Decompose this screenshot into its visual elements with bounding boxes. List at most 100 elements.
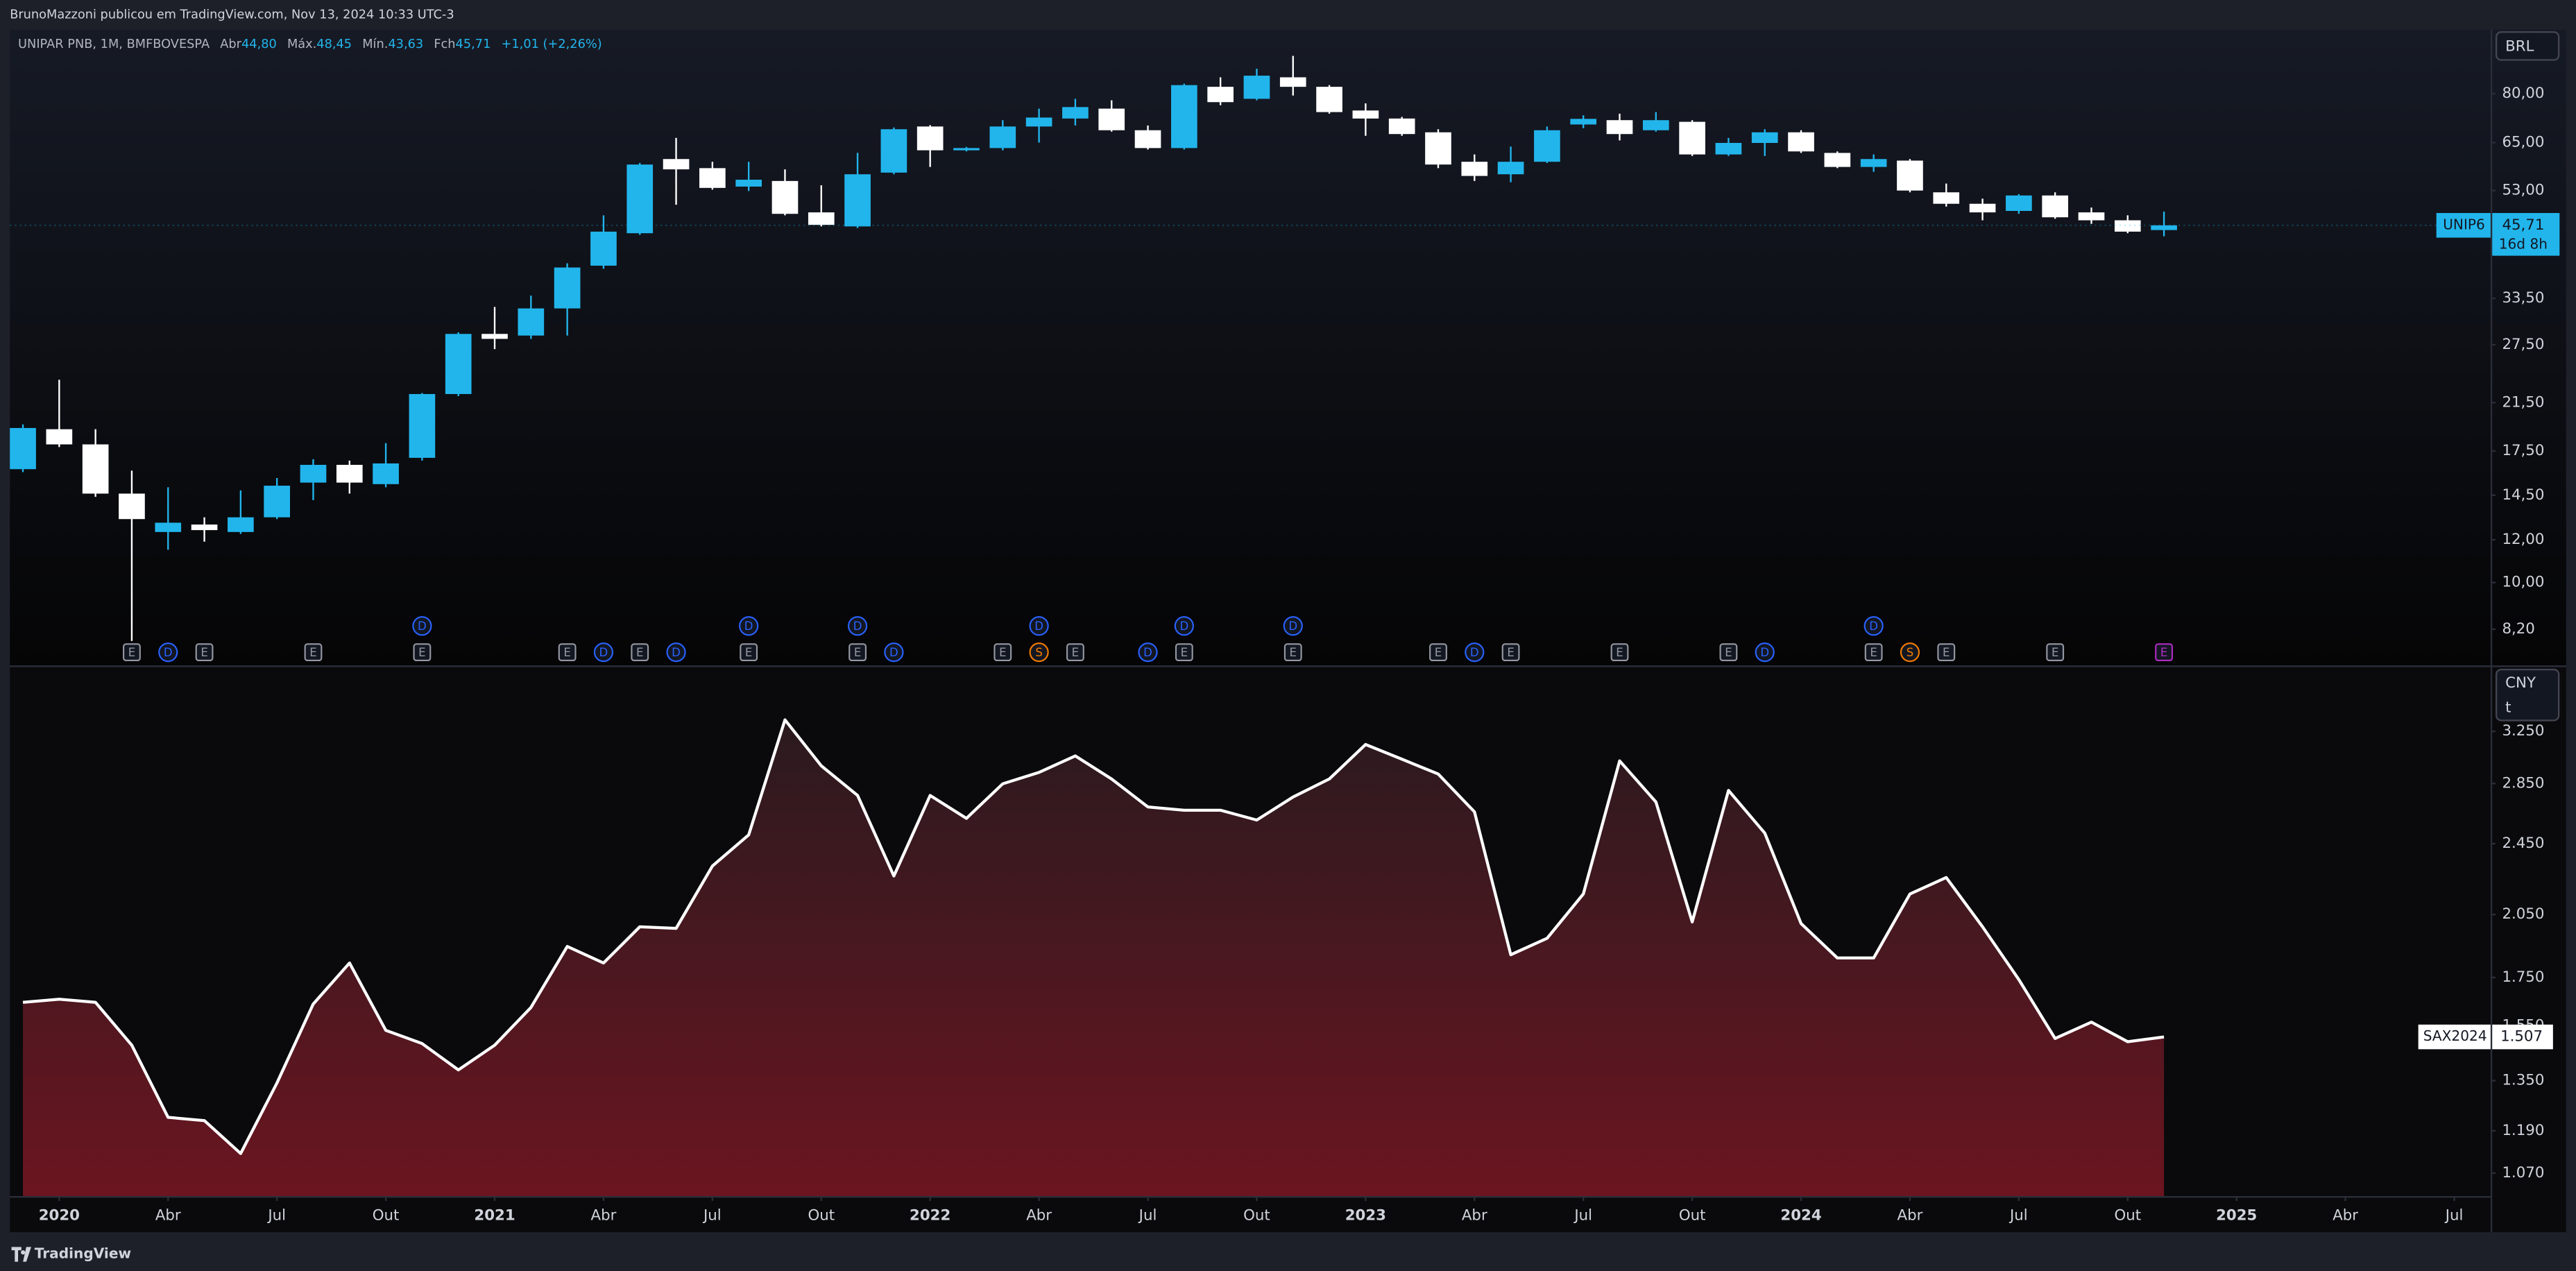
candle-body [1425,132,1451,165]
value-label: 1.507 [2500,1028,2543,1046]
candle-body [1352,110,1379,119]
candle-body [880,129,907,173]
candle-body [10,427,36,470]
event-marker [1719,643,1738,662]
event-label: E [309,646,316,659]
legend-label: Fch [434,37,455,51]
event-marker [1937,643,1956,662]
event-label: D [1760,646,1769,659]
event-marker [848,643,867,662]
event-marker [666,642,686,663]
candle-body [2078,212,2105,221]
event-marker [1863,616,1884,636]
candle-body [1316,87,1342,112]
candle-body [1243,76,1270,99]
event-marker [884,642,904,663]
event-label: E [999,646,1006,659]
candle-body [1534,130,1560,162]
event-label: E [1181,646,1188,659]
candle-body [735,180,762,187]
series-label-box [2418,1024,2491,1050]
event-marker [1029,616,1049,636]
candle-body [336,465,363,483]
event-label: D [418,620,427,633]
price-label-box [2492,213,2560,256]
event-marker [304,643,323,662]
candle-body [1570,119,1597,125]
x-tick-label: Abr [2332,1206,2358,1224]
x-tick-label: Jul [1138,1206,1157,1224]
candle-body [82,444,109,494]
event-label: E [2052,646,2058,659]
event-marker [1283,643,1302,662]
event-marker [413,643,432,662]
candle-body [2114,220,2141,232]
x-tick-label: Out [1679,1206,1706,1224]
candle-body [1969,203,1996,213]
unit[interactable]: t [2505,699,2511,717]
x-tick-label: 2025 [2216,1206,2257,1224]
event-label: D [1869,620,1878,633]
candle-body [445,334,472,394]
candle-body [1715,143,1742,155]
event-label: E [418,646,425,659]
event-label: E [854,646,861,659]
candle-body [2042,195,2069,218]
x-tick-label: Abr [155,1206,181,1224]
legend-label: Abr [220,37,241,51]
currency-button[interactable] [2495,31,2560,61]
legend-value: 48,45 [316,37,352,51]
y-tick-label: 33,50 [2502,289,2544,307]
candle-body [1134,130,1161,148]
x-tick-label: Abr [591,1206,617,1224]
candle-body [771,180,799,214]
candle-body [1642,120,1669,130]
candle-body [518,308,545,336]
candle-body [373,463,399,484]
event-marker [1755,642,1775,663]
footer [0,1235,2576,1271]
event-label: S [1907,646,1914,659]
x-tick-label: 2022 [910,1206,950,1224]
event-marker [993,643,1012,662]
candle-body [1824,153,1851,167]
y-tick-label: 65,00 [2502,133,2544,151]
event-marker [123,643,141,662]
currency[interactable]: CNY [2505,674,2536,692]
event-marker [412,616,432,636]
event-label: E [1616,646,1623,659]
candle-body [1207,87,1234,103]
event-marker [2046,643,2065,662]
x-tick-label: Abr [1462,1206,1487,1224]
y-tick-label: 12,00 [2502,531,2544,548]
value-label-box [2492,1024,2553,1050]
event-label: E [636,646,643,659]
x-tick-label: 2020 [39,1206,80,1224]
candle-body [155,522,182,532]
y-tick-label: 1.350 [2502,1072,2544,1089]
y-tick-label: 53,00 [2502,182,2544,199]
candle-body [1025,117,1052,127]
event-label: D [1143,646,1152,659]
candle-body [1606,120,1633,135]
logo[interactable] [11,1247,31,1262]
y-tick-label: 8,20 [2502,620,2534,638]
event-label: E [201,646,207,659]
candle-body [554,267,581,309]
brand[interactable]: TradingView [35,1245,131,1262]
candle-body [1098,108,1125,130]
y-tick-label: 80,00 [2502,85,2544,102]
symbol-label-box [2436,213,2491,238]
y-tick-label: 3.250 [2502,722,2544,740]
event-marker [1138,642,1158,663]
event-marker [1029,642,1049,663]
candle-body [1062,107,1089,119]
candle-body [590,231,617,266]
y-tick-label: 2.850 [2502,774,2544,792]
unit-button[interactable] [2495,668,2560,722]
candle-body [1279,77,1306,87]
currency[interactable]: BRL [2505,38,2534,56]
countdown: 16d 8h [2499,236,2548,253]
event-marker [631,643,649,662]
candle-body [989,126,1016,148]
